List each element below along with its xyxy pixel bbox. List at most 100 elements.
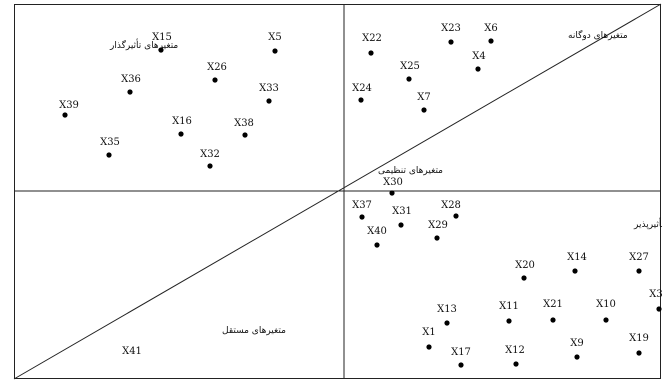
variable-x10: X10 — [596, 299, 616, 323]
variable-x5: X5 — [268, 32, 282, 54]
variable-point — [636, 268, 642, 274]
variable-label: X12 — [505, 345, 525, 356]
variable-point — [636, 350, 642, 356]
variable-point — [603, 317, 609, 323]
variable-point — [434, 235, 440, 241]
variable-label: X29 — [428, 220, 448, 231]
variable-point — [406, 76, 412, 82]
variable-label: X27 — [629, 252, 649, 263]
variable-label: X3 — [649, 289, 662, 300]
variable-point — [453, 213, 459, 219]
variable-point — [398, 222, 404, 228]
variable-point — [389, 190, 395, 196]
variable-x11: X11 — [499, 301, 519, 324]
variable-point — [178, 131, 184, 137]
variable-x19: X19 — [629, 333, 649, 356]
variable-label: X40 — [367, 226, 387, 237]
variable-label: X6 — [484, 23, 497, 34]
variable-point — [550, 317, 556, 323]
variable-point — [272, 48, 278, 54]
variable-label: X7 — [417, 92, 430, 103]
quadrant-label-dependent: متغیرهای تأثیرپذیر — [633, 217, 662, 230]
variable-point — [207, 163, 213, 169]
variable-point — [359, 214, 365, 220]
variable-label: X5 — [268, 32, 281, 43]
variable-label: X33 — [259, 83, 279, 94]
variable-points: X15 X5 X26 X36 X33 X39 X16 X38 X35 X32 X22 X23 X6 X4 X… — [59, 23, 662, 368]
variable-x39: X39 — [59, 100, 79, 118]
variable-point — [106, 152, 112, 158]
variable-label: X32 — [200, 149, 220, 160]
variable-x14: X14 — [567, 252, 587, 274]
variable-label: X14 — [567, 252, 587, 263]
variable-x13: X13 — [437, 304, 457, 326]
quadrant-label-dual: متغیرهای دوگانه — [568, 29, 628, 41]
variable-point — [572, 268, 578, 274]
variable-label: X23 — [441, 23, 461, 34]
variable-label: X4 — [472, 51, 485, 62]
variable-label: X19 — [629, 333, 649, 344]
variable-x23: X23 — [441, 23, 461, 45]
variable-label: X37 — [352, 200, 372, 211]
variable-x31: X31 — [392, 206, 412, 228]
variable-x38: X38 — [234, 118, 254, 138]
variable-x29: X29 — [428, 220, 448, 241]
variable-x24: X24 — [352, 83, 372, 103]
variable-label: X21 — [543, 299, 563, 310]
variable-x17: X17 — [451, 347, 471, 368]
variable-label: X36 — [121, 74, 141, 85]
variable-x41: X41 — [122, 346, 142, 357]
variable-label: X39 — [59, 100, 79, 111]
variable-point — [242, 132, 248, 138]
variable-x3: X3 — [649, 289, 662, 312]
variable-x35: X35 — [100, 137, 120, 158]
variable-x36: X36 — [121, 74, 141, 95]
variable-point — [506, 318, 512, 324]
variable-label: X22 — [362, 33, 382, 44]
variable-x37: X37 — [352, 200, 372, 220]
variable-label: X1 — [422, 327, 435, 338]
variable-point — [574, 354, 580, 360]
variable-point — [656, 306, 662, 312]
variable-point — [358, 97, 364, 103]
variable-label: X30 — [383, 177, 403, 188]
variable-x33: X33 — [259, 83, 279, 104]
variable-x6: X6 — [484, 23, 498, 44]
quadrant-label-independent: متغیرهای مستقل — [222, 326, 286, 336]
variable-point — [426, 344, 432, 350]
variable-x15: X15 — [152, 32, 172, 53]
diagonal-line — [13, 3, 662, 380]
variable-label: X41 — [122, 346, 142, 357]
variable-x7: X7 — [417, 92, 431, 113]
variable-label: X10 — [596, 299, 616, 310]
variable-label: X13 — [437, 304, 457, 315]
variable-label: X15 — [152, 32, 172, 43]
variable-point — [444, 320, 450, 326]
variable-point — [266, 98, 272, 104]
quadrant-label-regulatory: متغیرهای تنظیمی — [378, 166, 443, 176]
variable-label: X26 — [207, 62, 227, 73]
variable-point — [421, 107, 427, 113]
variable-x21: X21 — [543, 299, 563, 323]
variable-label: X9 — [570, 338, 583, 349]
variable-point — [127, 89, 133, 95]
variable-x26: X26 — [207, 62, 227, 83]
variable-label: X20 — [515, 260, 535, 271]
variable-point — [513, 361, 519, 367]
variable-point — [368, 50, 374, 56]
variable-x27: X27 — [629, 252, 649, 274]
variable-label: X31 — [392, 206, 412, 217]
variable-label: X25 — [400, 61, 420, 72]
variable-x20: X20 — [515, 260, 535, 281]
variable-x28: X28 — [441, 200, 461, 219]
variable-x25: X25 — [400, 61, 420, 82]
variable-x9: X9 — [570, 338, 584, 360]
variable-label: X17 — [451, 347, 471, 358]
variable-x40: X40 — [367, 226, 387, 248]
variable-x32: X32 — [200, 149, 220, 169]
variable-point — [448, 39, 454, 45]
variable-point — [374, 242, 380, 248]
variable-label: X11 — [499, 301, 519, 312]
